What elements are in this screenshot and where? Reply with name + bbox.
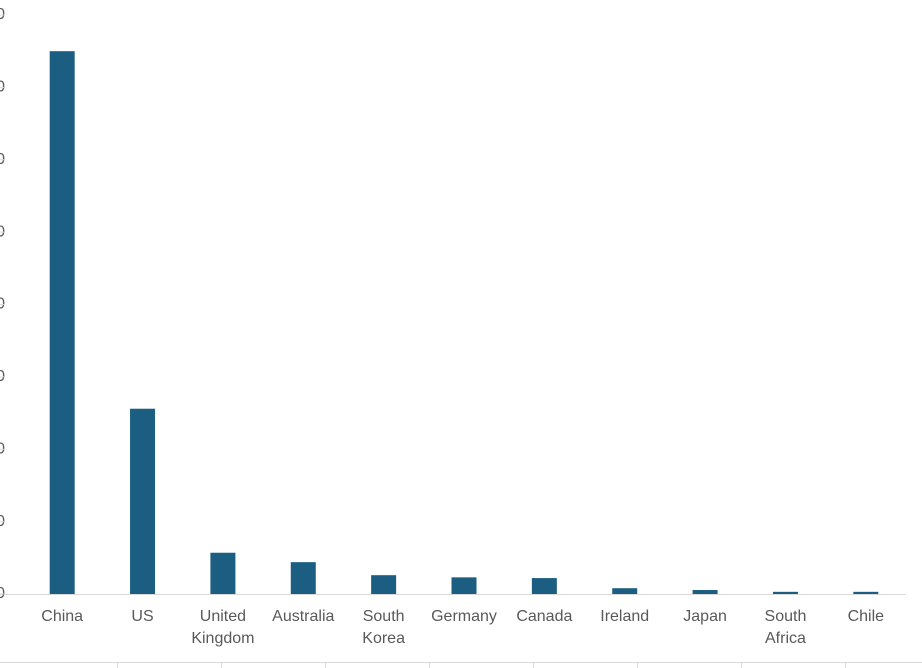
- x-tick-label: Australia: [272, 608, 335, 625]
- x-tick-label: China: [41, 608, 84, 625]
- bar: [130, 408, 156, 594]
- x-tick-label: South Korea: [362, 608, 405, 647]
- x-tick-label: Ireland: [600, 608, 650, 625]
- bar: [692, 590, 718, 594]
- x-tick-label: Chile: [847, 608, 885, 625]
- bar: [371, 575, 397, 594]
- bar: [49, 51, 75, 594]
- bar: [531, 578, 557, 594]
- bar: [210, 552, 236, 594]
- x-tick-label: South Africa: [764, 608, 807, 647]
- bar: [612, 588, 638, 594]
- cell-separators: [117, 662, 846, 668]
- x-tick-label: Japan: [683, 608, 727, 625]
- bar: [853, 591, 879, 594]
- x-tick-label: United Kingdom: [191, 608, 255, 647]
- bar: [451, 577, 477, 594]
- x-tick-label: Germany: [431, 608, 497, 625]
- x-tick-label: Canada: [516, 608, 573, 625]
- x-tick-label: US: [131, 608, 154, 625]
- bar: [772, 591, 798, 594]
- bar: [290, 562, 316, 594]
